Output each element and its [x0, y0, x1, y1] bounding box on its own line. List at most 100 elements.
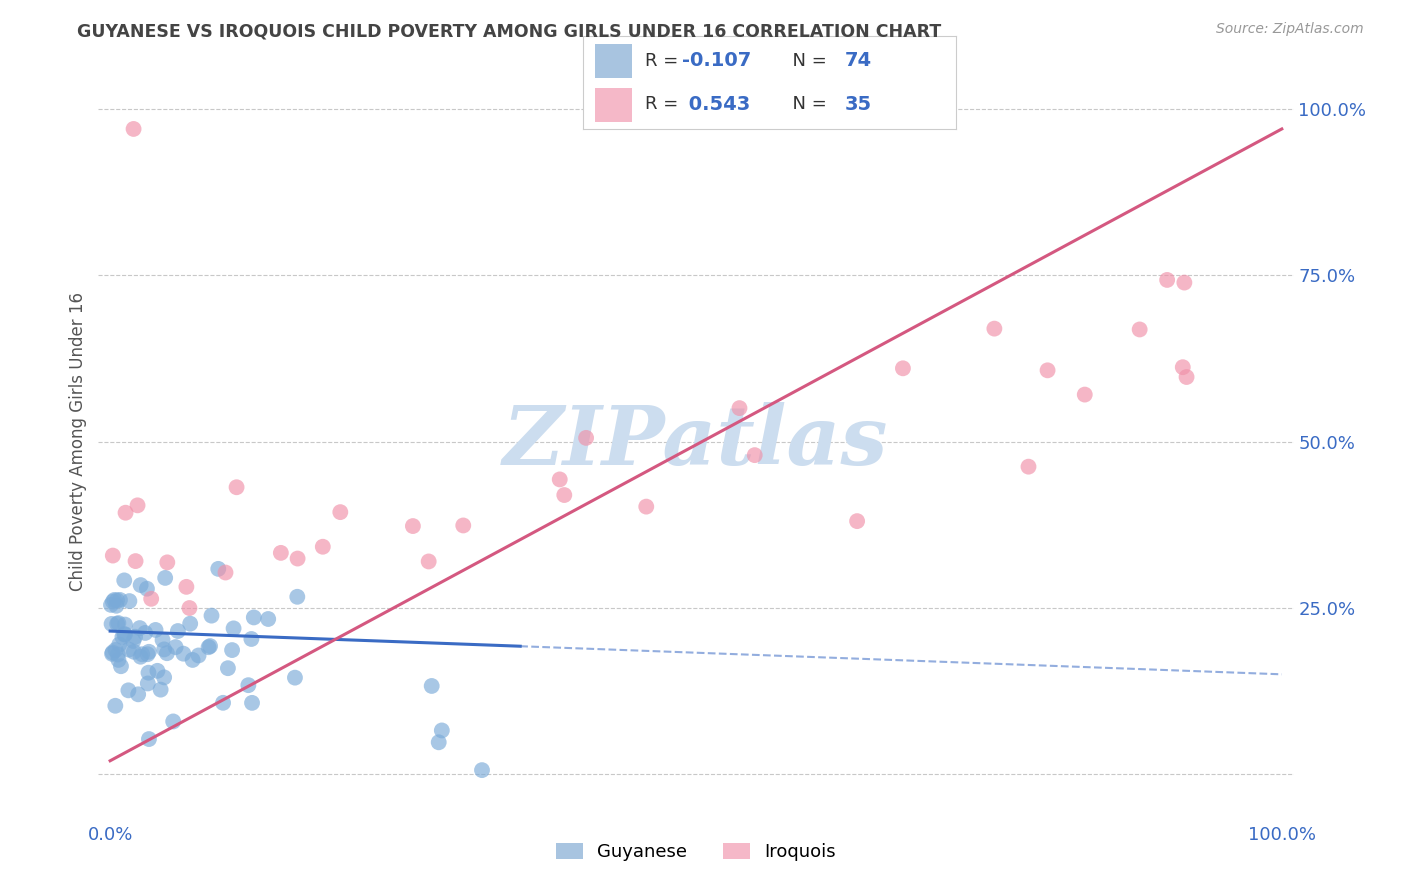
Point — [134, 626, 156, 640]
Point — [101, 647, 124, 661]
Text: GUYANESE VS IROQUOIS CHILD POVERTY AMONG GIRLS UNDER 16 CORRELATION CHART: GUYANESE VS IROQUOIS CHILD POVERTY AMONG… — [77, 22, 942, 40]
Point — [200, 608, 222, 623]
Point — [114, 506, 136, 520]
Point — [420, 679, 443, 693]
Point — [112, 574, 135, 588]
Point — [167, 624, 190, 638]
Point — [100, 616, 122, 631]
Y-axis label: Child Poverty Among Girls Under 16: Child Poverty Among Girls Under 16 — [69, 292, 87, 591]
Text: 35: 35 — [844, 95, 872, 113]
Point — [222, 621, 245, 635]
Point — [146, 664, 169, 678]
Point — [207, 562, 229, 576]
Point — [891, 361, 914, 376]
Point — [179, 616, 201, 631]
Text: N =: N = — [780, 52, 832, 70]
Point — [257, 612, 280, 626]
Point — [1175, 370, 1198, 384]
Point — [105, 593, 128, 607]
Point — [1156, 273, 1178, 287]
Point — [1129, 322, 1152, 336]
Point — [108, 638, 131, 652]
Point — [127, 687, 149, 701]
Point — [418, 554, 440, 568]
Point — [127, 499, 149, 513]
Point — [108, 593, 131, 607]
Point — [124, 630, 146, 644]
Point — [238, 678, 260, 692]
Point — [110, 659, 132, 673]
Point — [744, 448, 766, 462]
Point — [153, 642, 176, 657]
Point — [136, 676, 159, 690]
Point — [100, 598, 122, 612]
Point — [122, 645, 145, 659]
Point — [553, 488, 575, 502]
Point — [1173, 276, 1195, 290]
Text: R =: R = — [645, 52, 683, 70]
Point — [145, 623, 167, 637]
Point — [1171, 360, 1194, 375]
Point — [329, 505, 352, 519]
Point — [152, 632, 174, 647]
Point — [217, 661, 239, 675]
Point — [122, 634, 145, 648]
Point — [104, 698, 127, 713]
Point — [287, 551, 309, 566]
Point — [240, 632, 263, 646]
Point — [101, 594, 124, 608]
Point — [136, 647, 159, 661]
Point — [103, 593, 125, 607]
Point — [187, 648, 209, 663]
Point — [240, 696, 263, 710]
Text: 0.543: 0.543 — [682, 95, 751, 113]
Point — [112, 627, 135, 641]
Point — [104, 643, 127, 657]
Point — [118, 594, 141, 608]
Text: ZIPatlas: ZIPatlas — [503, 401, 889, 482]
Point — [1074, 387, 1097, 401]
FancyBboxPatch shape — [595, 44, 631, 78]
Text: N =: N = — [780, 95, 832, 113]
Point — [122, 122, 145, 136]
Point — [107, 648, 129, 662]
Point — [138, 732, 160, 747]
Text: Source: ZipAtlas.com: Source: ZipAtlas.com — [1216, 22, 1364, 37]
Point — [172, 647, 194, 661]
Point — [149, 682, 172, 697]
Point — [138, 645, 160, 659]
Point — [114, 627, 136, 641]
Point — [124, 554, 146, 568]
Text: R =: R = — [645, 95, 683, 113]
Text: 74: 74 — [844, 52, 872, 70]
Point — [156, 555, 179, 569]
Point — [243, 610, 266, 624]
Point — [402, 519, 425, 533]
Point — [101, 646, 124, 660]
Point — [131, 647, 153, 661]
Point — [129, 649, 152, 664]
Point — [129, 578, 152, 592]
FancyBboxPatch shape — [595, 88, 631, 122]
Point — [179, 601, 201, 615]
Point — [107, 615, 129, 630]
Point — [212, 696, 235, 710]
Point — [136, 582, 159, 596]
Point — [430, 723, 453, 738]
Point — [181, 653, 204, 667]
Point — [214, 566, 236, 580]
Point — [548, 472, 571, 486]
Point — [153, 571, 176, 585]
Point — [284, 671, 307, 685]
Point — [105, 616, 128, 631]
Text: -0.107: -0.107 — [682, 52, 751, 70]
Point — [105, 599, 128, 613]
Point — [141, 591, 163, 606]
Point — [198, 639, 221, 653]
Point — [728, 401, 751, 416]
Point — [107, 653, 129, 667]
Point — [270, 546, 292, 560]
Point — [636, 500, 658, 514]
Point — [1036, 363, 1059, 377]
Point — [153, 670, 176, 684]
